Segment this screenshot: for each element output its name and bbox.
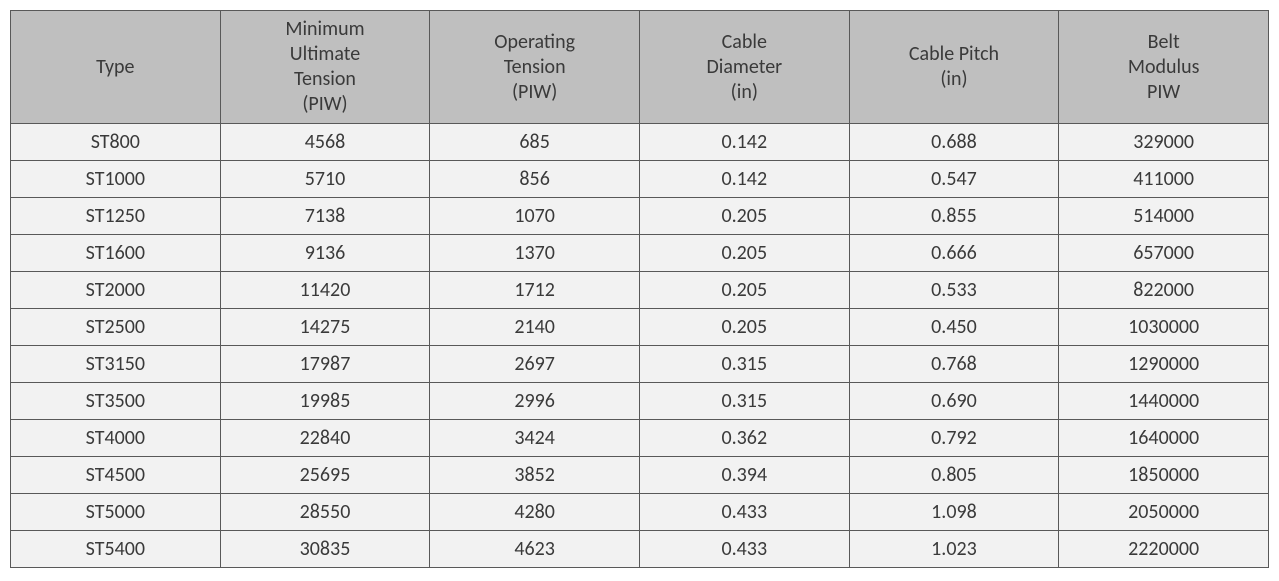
table-cell: 11420	[220, 272, 430, 309]
table-cell: 7138	[220, 198, 430, 235]
table-cell: ST2000	[11, 272, 221, 309]
table-cell: 0.205	[639, 235, 849, 272]
table-cell: ST3150	[11, 346, 221, 383]
table-cell: 657000	[1059, 235, 1269, 272]
table-cell: 2050000	[1059, 494, 1269, 531]
table-cell: 1712	[430, 272, 640, 309]
table-cell: 0.205	[639, 272, 849, 309]
table-cell: 0.855	[849, 198, 1059, 235]
table-cell: 3424	[430, 420, 640, 457]
table-cell: 1850000	[1059, 457, 1269, 494]
table-cell: 0.205	[639, 198, 849, 235]
table-cell: 1640000	[1059, 420, 1269, 457]
table-cell: 14275	[220, 309, 430, 346]
column-header: MinimumUltimateTension(PIW)	[220, 11, 430, 124]
table-cell: 0.768	[849, 346, 1059, 383]
table-cell: 17987	[220, 346, 430, 383]
table-cell: 0.315	[639, 383, 849, 420]
table-cell: 2220000	[1059, 531, 1269, 568]
table-cell: 22840	[220, 420, 430, 457]
table-row: ST25001427521400.2050.4501030000	[11, 309, 1269, 346]
belt-spec-table: TypeMinimumUltimateTension(PIW)Operating…	[10, 10, 1269, 568]
table-cell: 1370	[430, 235, 640, 272]
table-cell: 0.394	[639, 457, 849, 494]
table-cell: 1.023	[849, 531, 1059, 568]
table-cell: ST3500	[11, 383, 221, 420]
table-cell: 9136	[220, 235, 430, 272]
column-header: OperatingTension(PIW)	[430, 11, 640, 124]
table-cell: 0.315	[639, 346, 849, 383]
table-cell: ST5400	[11, 531, 221, 568]
table-cell: 3852	[430, 457, 640, 494]
table-row: ST54003083546230.4331.0232220000	[11, 531, 1269, 568]
column-header: CableDiameter(in)	[639, 11, 849, 124]
table-cell: 0.142	[639, 124, 849, 161]
table-cell: 0.205	[639, 309, 849, 346]
table-cell: 2697	[430, 346, 640, 383]
table-row: ST20001142017120.2050.533822000	[11, 272, 1269, 309]
table-row: ST100057108560.1420.547411000	[11, 161, 1269, 198]
table-cell: 25695	[220, 457, 430, 494]
table-cell: 1290000	[1059, 346, 1269, 383]
table-cell: 2140	[430, 309, 640, 346]
table-row: ST40002284034240.3620.7921640000	[11, 420, 1269, 457]
table-cell: 1030000	[1059, 309, 1269, 346]
table-cell: 1440000	[1059, 383, 1269, 420]
table-cell: 1.098	[849, 494, 1059, 531]
column-header: Type	[11, 11, 221, 124]
table-cell: 411000	[1059, 161, 1269, 198]
table-cell: 2996	[430, 383, 640, 420]
table-cell: ST4000	[11, 420, 221, 457]
table-cell: 28550	[220, 494, 430, 531]
table-cell: 4280	[430, 494, 640, 531]
table-cell: 0.688	[849, 124, 1059, 161]
table-cell: 0.666	[849, 235, 1059, 272]
table-cell: 4623	[430, 531, 640, 568]
table-cell: ST5000	[11, 494, 221, 531]
table-cell: 0.142	[639, 161, 849, 198]
table-row: ST80045686850.1420.688329000	[11, 124, 1269, 161]
table-cell: ST1000	[11, 161, 221, 198]
table-cell: ST4500	[11, 457, 221, 494]
table-cell: 822000	[1059, 272, 1269, 309]
table-cell: 0.792	[849, 420, 1059, 457]
table-cell: ST2500	[11, 309, 221, 346]
table-cell: 0.805	[849, 457, 1059, 494]
table-header-row: TypeMinimumUltimateTension(PIW)Operating…	[11, 11, 1269, 124]
table-cell: 856	[430, 161, 640, 198]
table-body: ST80045686850.1420.688329000ST1000571085…	[11, 124, 1269, 568]
column-header: BeltModulusPIW	[1059, 11, 1269, 124]
table-cell: 0.433	[639, 494, 849, 531]
table-cell: 19985	[220, 383, 430, 420]
table-row: ST35001998529960.3150.6901440000	[11, 383, 1269, 420]
table-cell: 1070	[430, 198, 640, 235]
table-cell: 0.450	[849, 309, 1059, 346]
table-cell: 0.362	[639, 420, 849, 457]
column-header: Cable Pitch(in)	[849, 11, 1059, 124]
table-row: ST31501798726970.3150.7681290000	[11, 346, 1269, 383]
table-header: TypeMinimumUltimateTension(PIW)Operating…	[11, 11, 1269, 124]
table-cell: ST1600	[11, 235, 221, 272]
table-row: ST1250713810700.2050.855514000	[11, 198, 1269, 235]
table-cell: 0.433	[639, 531, 849, 568]
table-cell: 329000	[1059, 124, 1269, 161]
table-row: ST1600913613700.2050.666657000	[11, 235, 1269, 272]
table-row: ST45002569538520.3940.8051850000	[11, 457, 1269, 494]
table-cell: ST800	[11, 124, 221, 161]
table-cell: 0.690	[849, 383, 1059, 420]
table-cell: 685	[430, 124, 640, 161]
table-cell: ST1250	[11, 198, 221, 235]
table-cell: 4568	[220, 124, 430, 161]
table-cell: 514000	[1059, 198, 1269, 235]
table-cell: 0.533	[849, 272, 1059, 309]
table-cell: 0.547	[849, 161, 1059, 198]
table-cell: 5710	[220, 161, 430, 198]
table-row: ST50002855042800.4331.0982050000	[11, 494, 1269, 531]
table-cell: 30835	[220, 531, 430, 568]
